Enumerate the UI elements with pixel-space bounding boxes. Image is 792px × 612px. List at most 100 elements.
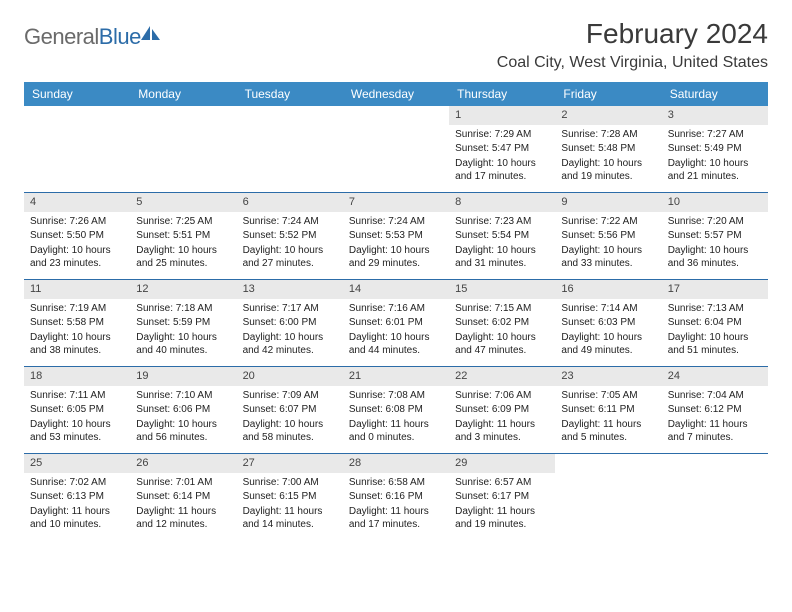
calendar-cell: 23Sunrise: 7:05 AMSunset: 6:11 PMDayligh… <box>555 367 661 453</box>
brand-part1: General <box>24 24 99 49</box>
calendar-cell: 13Sunrise: 7:17 AMSunset: 6:00 PMDayligh… <box>237 280 343 366</box>
daylight-text: Daylight: 10 hours and 40 minutes. <box>136 331 230 358</box>
sunrise-text: Sunrise: 7:11 AM <box>30 389 124 403</box>
calendar-cell: 22Sunrise: 7:06 AMSunset: 6:09 PMDayligh… <box>449 367 555 453</box>
calendar-cell: 5Sunrise: 7:25 AMSunset: 5:51 PMDaylight… <box>130 193 236 279</box>
sunset-text: Sunset: 5:59 PM <box>136 316 230 330</box>
calendar-cell: 29Sunrise: 6:57 AMSunset: 6:17 PMDayligh… <box>449 454 555 540</box>
calendar-cell <box>662 454 768 540</box>
daylight-text: Daylight: 10 hours and 29 minutes. <box>349 244 443 271</box>
calendar-cell <box>555 454 661 540</box>
day-number: 17 <box>662 280 768 299</box>
weekday-label: Tuesday <box>237 82 343 106</box>
sunrise-text: Sunrise: 7:24 AM <box>349 215 443 229</box>
sunset-text: Sunset: 5:56 PM <box>561 229 655 243</box>
daylight-text: Daylight: 11 hours and 12 minutes. <box>136 505 230 532</box>
sunset-text: Sunset: 5:57 PM <box>668 229 762 243</box>
title-block: February 2024 Coal City, West Virginia, … <box>497 18 768 72</box>
sunrise-text: Sunrise: 7:18 AM <box>136 302 230 316</box>
calendar-cell: 15Sunrise: 7:15 AMSunset: 6:02 PMDayligh… <box>449 280 555 366</box>
calendar-cell: 27Sunrise: 7:00 AMSunset: 6:15 PMDayligh… <box>237 454 343 540</box>
sunrise-text: Sunrise: 7:05 AM <box>561 389 655 403</box>
weekday-label: Monday <box>130 82 236 106</box>
day-number: 20 <box>237 367 343 386</box>
calendar-week: 18Sunrise: 7:11 AMSunset: 6:05 PMDayligh… <box>24 367 768 454</box>
sunset-text: Sunset: 6:07 PM <box>243 403 337 417</box>
daylight-text: Daylight: 10 hours and 17 minutes. <box>455 157 549 184</box>
weeks-container: 1Sunrise: 7:29 AMSunset: 5:47 PMDaylight… <box>24 106 768 540</box>
day-number: 8 <box>449 193 555 212</box>
sunrise-text: Sunrise: 7:29 AM <box>455 128 549 142</box>
sunset-text: Sunset: 5:52 PM <box>243 229 337 243</box>
sunrise-text: Sunrise: 7:13 AM <box>668 302 762 316</box>
sunrise-text: Sunrise: 7:26 AM <box>30 215 124 229</box>
day-number: 9 <box>555 193 661 212</box>
sunrise-text: Sunrise: 7:09 AM <box>243 389 337 403</box>
sunset-text: Sunset: 6:01 PM <box>349 316 443 330</box>
sunset-text: Sunset: 6:14 PM <box>136 490 230 504</box>
calendar-cell: 12 Sunrise: 7:18 AMSunset: 5:59 PMDayligh… <box>130 280 236 366</box>
brand-logo: GeneralBlue <box>24 18 161 50</box>
day-number: 13 <box>237 280 343 299</box>
weekday-label: Saturday <box>662 82 768 106</box>
sunrise-text: Sunrise: 7:16 AM <box>349 302 443 316</box>
sunset-text: Sunset: 6:16 PM <box>349 490 443 504</box>
daylight-text: Daylight: 11 hours and 19 minutes. <box>455 505 549 532</box>
calendar-cell: 1Sunrise: 7:29 AMSunset: 5:47 PMDaylight… <box>449 106 555 192</box>
calendar-cell <box>343 106 449 192</box>
calendar-cell: 21Sunrise: 7:08 AMSunset: 6:08 PMDayligh… <box>343 367 449 453</box>
sunrise-text: Sunrise: 7:15 AM <box>455 302 549 316</box>
daylight-text: Daylight: 10 hours and 47 minutes. <box>455 331 549 358</box>
calendar-week: 11Sunrise: 7:19 AMSunset: 5:58 PMDayligh… <box>24 280 768 367</box>
calendar-week: 25Sunrise: 7:02 AMSunset: 6:13 PMDayligh… <box>24 454 768 540</box>
day-number: 28 <box>343 454 449 473</box>
sunrise-text: Sunrise: 7:04 AM <box>668 389 762 403</box>
daylight-text: Daylight: 10 hours and 33 minutes. <box>561 244 655 271</box>
sunset-text: Sunset: 5:47 PM <box>455 142 549 156</box>
sunset-text: Sunset: 6:05 PM <box>30 403 124 417</box>
daylight-text: Daylight: 10 hours and 38 minutes. <box>30 331 124 358</box>
sunrise-text: Sunrise: 7:28 AM <box>561 128 655 142</box>
calendar-week: 4Sunrise: 7:26 AMSunset: 5:50 PMDaylight… <box>24 193 768 280</box>
sunset-text: Sunset: 5:50 PM <box>30 229 124 243</box>
day-number: 26 <box>130 454 236 473</box>
sunrise-text: Sunrise: 7:23 AM <box>455 215 549 229</box>
day-number: 19 <box>130 367 236 386</box>
calendar-cell: 18Sunrise: 7:11 AMSunset: 6:05 PMDayligh… <box>24 367 130 453</box>
calendar-cell: 17Sunrise: 7:13 AMSunset: 6:04 PMDayligh… <box>662 280 768 366</box>
weekday-label: Thursday <box>449 82 555 106</box>
daylight-text: Daylight: 10 hours and 53 minutes. <box>30 418 124 445</box>
sunrise-text: Sunrise: 7:00 AM <box>243 476 337 490</box>
sunrise-text: Sunrise: 7:25 AM <box>136 215 230 229</box>
calendar-grid: Sunday Monday Tuesday Wednesday Thursday… <box>24 82 768 540</box>
daylight-text: Daylight: 11 hours and 3 minutes. <box>455 418 549 445</box>
sunset-text: Sunset: 6:02 PM <box>455 316 549 330</box>
sunrise-text: Sunrise: 7:06 AM <box>455 389 549 403</box>
day-number: 5 <box>130 193 236 212</box>
sunset-text: Sunset: 6:13 PM <box>30 490 124 504</box>
daylight-text: Daylight: 10 hours and 44 minutes. <box>349 331 443 358</box>
sail-icon <box>141 26 161 42</box>
weekday-label: Friday <box>555 82 661 106</box>
daylight-text: Daylight: 10 hours and 36 minutes. <box>668 244 762 271</box>
day-number: 27 <box>237 454 343 473</box>
calendar-cell: 14Sunrise: 7:16 AMSunset: 6:01 PMDayligh… <box>343 280 449 366</box>
weekday-label: Wednesday <box>343 82 449 106</box>
daylight-text: Daylight: 11 hours and 0 minutes. <box>349 418 443 445</box>
sunrise-text: Sunrise: 7:22 AM <box>561 215 655 229</box>
sunrise-text: Sunrise: 7:02 AM <box>30 476 124 490</box>
daylight-text: Daylight: 11 hours and 10 minutes. <box>30 505 124 532</box>
daylight-text: Daylight: 11 hours and 7 minutes. <box>668 418 762 445</box>
sunset-text: Sunset: 6:08 PM <box>349 403 443 417</box>
day-number: 16 <box>555 280 661 299</box>
calendar-cell: 4Sunrise: 7:26 AMSunset: 5:50 PMDaylight… <box>24 193 130 279</box>
sunset-text: Sunset: 5:53 PM <box>349 229 443 243</box>
sunset-text: Sunset: 5:58 PM <box>30 316 124 330</box>
day-number: 12 <box>130 280 236 299</box>
sunset-text: Sunset: 6:09 PM <box>455 403 549 417</box>
sunset-text: Sunset: 6:15 PM <box>243 490 337 504</box>
day-number: 29 <box>449 454 555 473</box>
daylight-text: Daylight: 10 hours and 49 minutes. <box>561 331 655 358</box>
sunrise-text: Sunrise: 7:17 AM <box>243 302 337 316</box>
sunset-text: Sunset: 6:06 PM <box>136 403 230 417</box>
